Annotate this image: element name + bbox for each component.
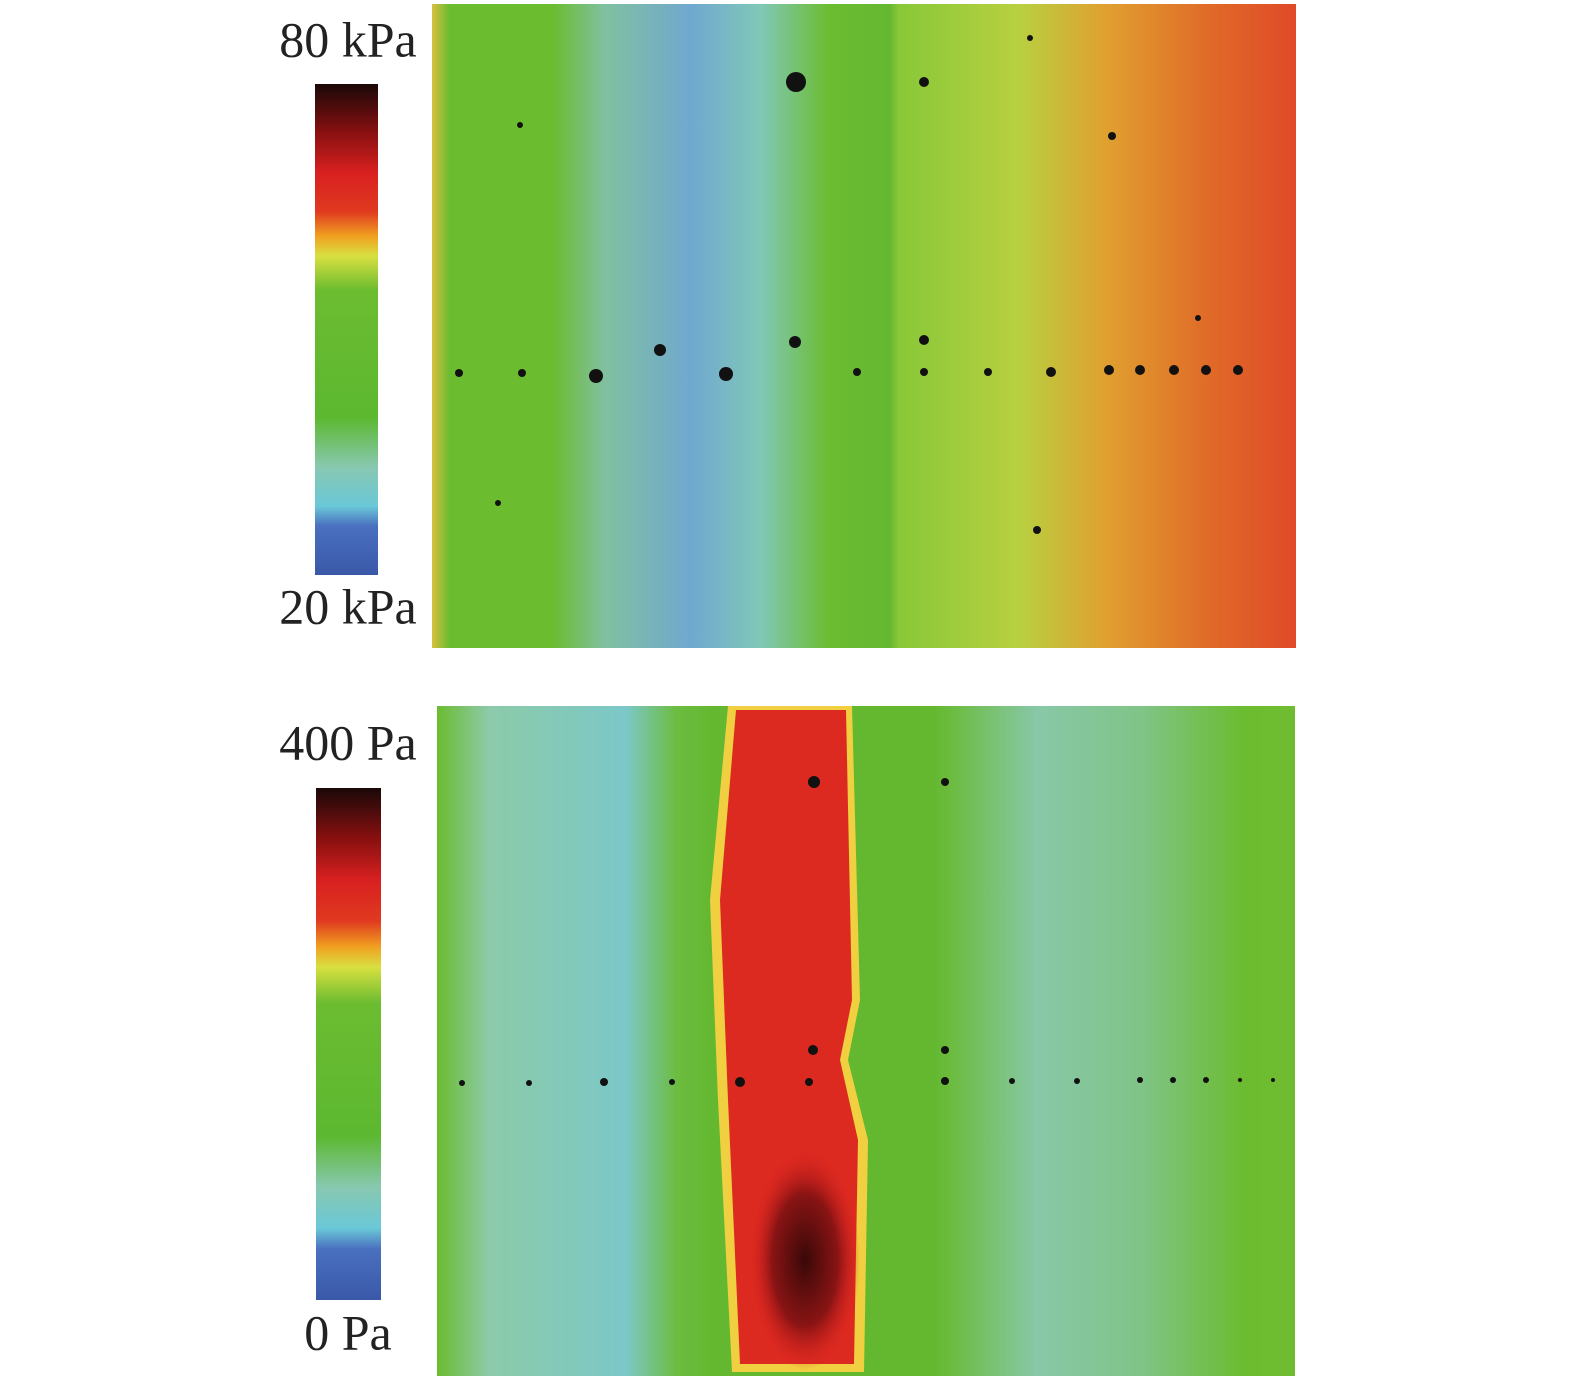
colorbar (315, 84, 378, 575)
pressure-map (432, 4, 1296, 648)
colorbar-min-label: 0 Pa (304, 1304, 392, 1360)
pressure-taps (455, 35, 1243, 534)
peak-region (750, 1150, 860, 1370)
colorbar (316, 788, 381, 1300)
pressure-taps (459, 776, 1275, 1087)
colorbar-max-label: 80 kPa (279, 11, 417, 67)
colorbar-min-label: 20 kPa (279, 578, 417, 634)
pressure-map (437, 706, 1295, 1376)
colorbar-max-label: 400 Pa (279, 714, 417, 770)
